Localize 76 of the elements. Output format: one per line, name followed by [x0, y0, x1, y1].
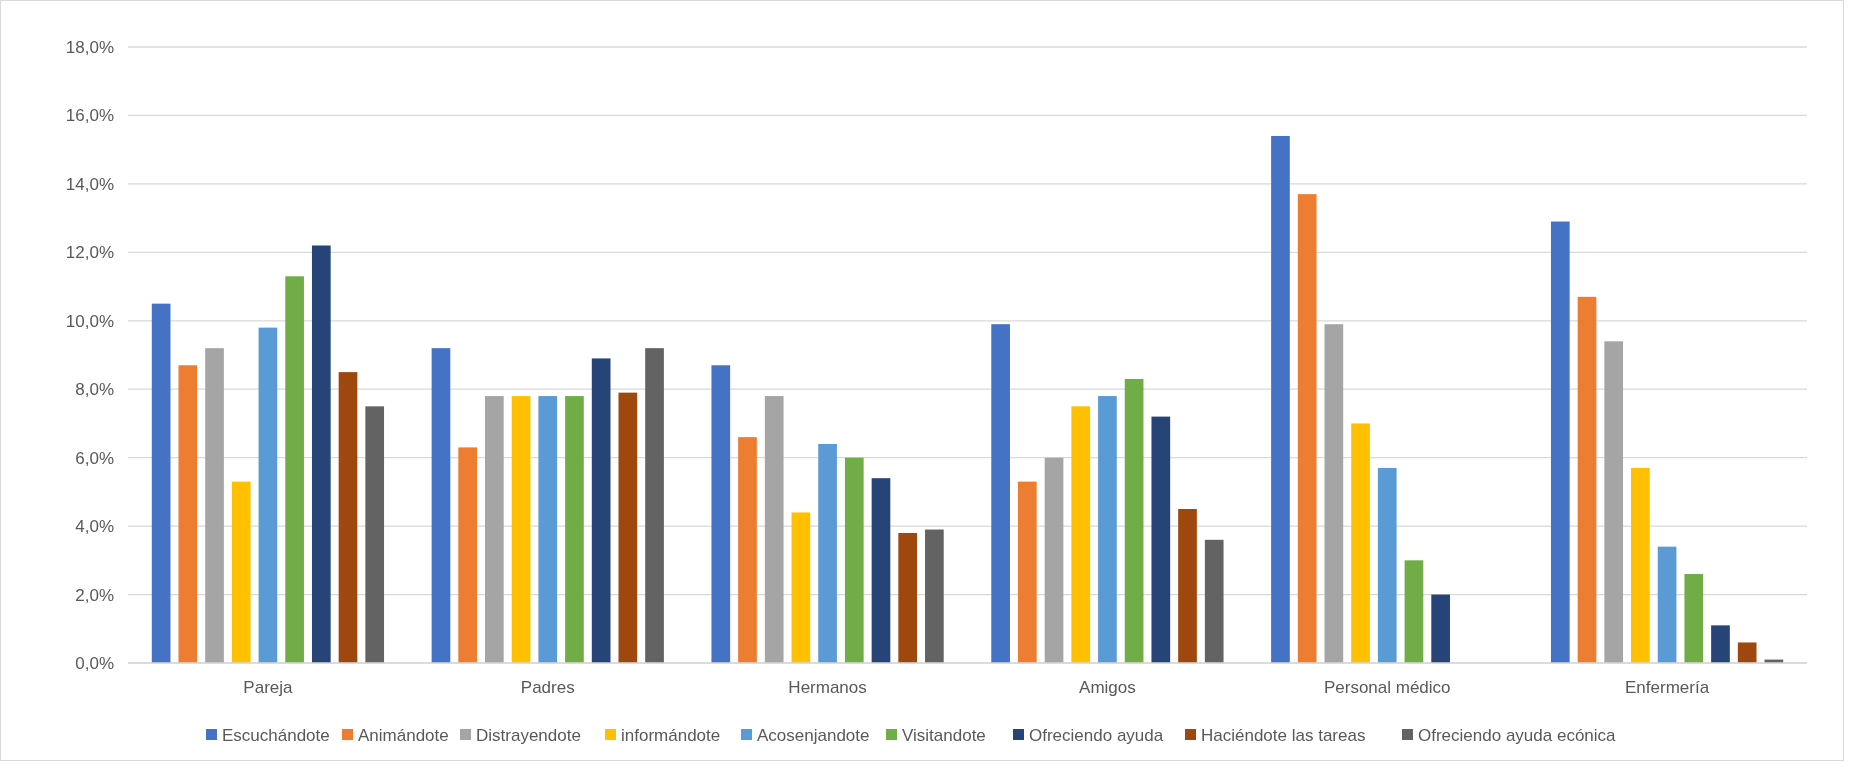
bar [844, 457, 864, 663]
bar [1657, 546, 1677, 663]
bar [538, 396, 558, 663]
bar [1711, 625, 1730, 663]
bar [311, 245, 331, 663]
bar [1017, 481, 1037, 663]
y-tick-label: 8,0% [75, 380, 114, 400]
legend-label: Visitandote [902, 725, 986, 745]
bar [645, 348, 664, 663]
x-tick-label: Amigos [1079, 678, 1136, 697]
bar [1044, 457, 1064, 663]
bar [791, 512, 811, 663]
bar [1431, 594, 1450, 663]
bar [1404, 560, 1424, 663]
bar [338, 372, 358, 663]
legend-label: Haciéndote las tareas [1201, 725, 1366, 745]
y-tick-label: 14,0% [65, 174, 114, 194]
legend-label: Acosenjandote [757, 725, 870, 745]
bar [511, 396, 531, 663]
x-tick-label: Pareja [243, 678, 294, 697]
y-tick-label: 12,0% [65, 243, 114, 263]
bar [1577, 296, 1597, 663]
bar [1151, 416, 1171, 663]
bar [1178, 509, 1197, 663]
legend-label: Distrayendote [476, 725, 581, 745]
bar [1351, 423, 1370, 663]
y-tick-label: 4,0% [75, 517, 114, 537]
x-tick-label: Padres [520, 678, 575, 697]
bar [565, 396, 584, 663]
legend-label: Animándote [358, 725, 449, 745]
bar [991, 324, 1010, 663]
legend-label: informándote [621, 725, 721, 745]
bar [1271, 135, 1290, 663]
bar [1204, 539, 1224, 663]
x-tick-label: Personal médico [1323, 678, 1451, 697]
bar [1071, 406, 1091, 663]
bar [1604, 341, 1624, 663]
bar [231, 481, 251, 663]
y-tick-label: 0,0% [75, 653, 114, 673]
y-tick-label: 16,0% [65, 106, 114, 126]
legend-label: Escuchándote [222, 725, 330, 745]
bar [591, 358, 611, 663]
bar [1297, 194, 1317, 663]
bar [818, 443, 837, 663]
bar [1684, 574, 1704, 663]
bar [1737, 642, 1757, 663]
bar [458, 447, 477, 663]
bar [1377, 467, 1397, 663]
legend-label: Ofreciendo ayuda ecónica [1418, 725, 1617, 745]
bar [1631, 467, 1650, 663]
y-tick-label: 6,0% [75, 448, 114, 468]
bar [431, 348, 451, 663]
bar [1550, 221, 1570, 663]
bar [1098, 396, 1117, 663]
bar [258, 327, 278, 663]
bar [871, 478, 891, 663]
bar [764, 396, 784, 663]
bar [205, 348, 224, 663]
bar [365, 406, 385, 663]
bar [178, 365, 198, 663]
bar [618, 392, 638, 663]
bar [711, 365, 731, 663]
y-tick-label: 2,0% [75, 585, 114, 605]
bar [285, 276, 304, 663]
bar [1324, 324, 1344, 663]
y-tick-label: 18,0% [65, 37, 114, 57]
y-tick-label: 10,0% [65, 311, 114, 331]
bar [738, 437, 757, 663]
x-tick-label: Hermanos [788, 678, 867, 697]
bar [925, 529, 944, 663]
legend-label: Ofreciendo ayuda [1029, 725, 1164, 745]
bar [898, 532, 918, 663]
x-tick-label: Enfermería [1625, 678, 1710, 697]
bar [1124, 378, 1144, 663]
bar [485, 396, 504, 663]
bar [151, 303, 171, 663]
